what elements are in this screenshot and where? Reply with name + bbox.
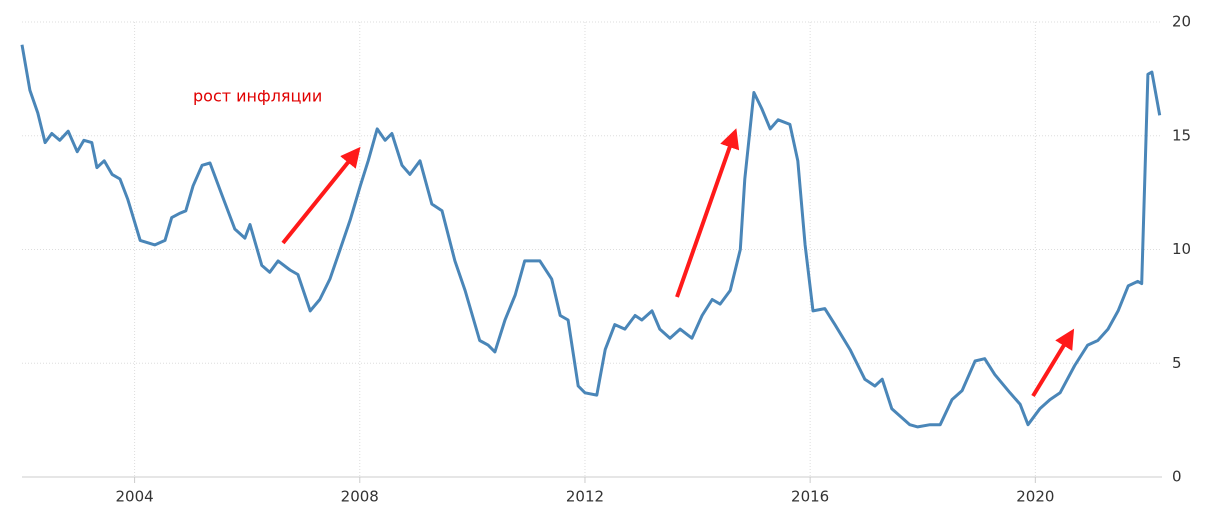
arrow bbox=[1031, 328, 1075, 398]
y-tick-label: 0 bbox=[1172, 468, 1182, 486]
arrow bbox=[281, 146, 361, 245]
annotation: рост инфляции bbox=[193, 87, 322, 106]
y-tick-label: 15 bbox=[1172, 126, 1191, 144]
line bbox=[20, 44, 1162, 429]
x-tick-label: 2012 bbox=[566, 488, 604, 506]
arrows bbox=[281, 128, 1075, 398]
y-tick-label: 5 bbox=[1172, 354, 1182, 372]
arrow bbox=[675, 128, 740, 298]
x-tick-label: 2004 bbox=[115, 488, 153, 506]
y-tick-label: 20 bbox=[1172, 13, 1191, 31]
x-tick-label: 2016 bbox=[791, 488, 829, 506]
x-tick-label: 2020 bbox=[1016, 488, 1054, 506]
y-tick-label: 10 bbox=[1172, 240, 1191, 258]
x-tick-label: 2008 bbox=[341, 488, 379, 506]
